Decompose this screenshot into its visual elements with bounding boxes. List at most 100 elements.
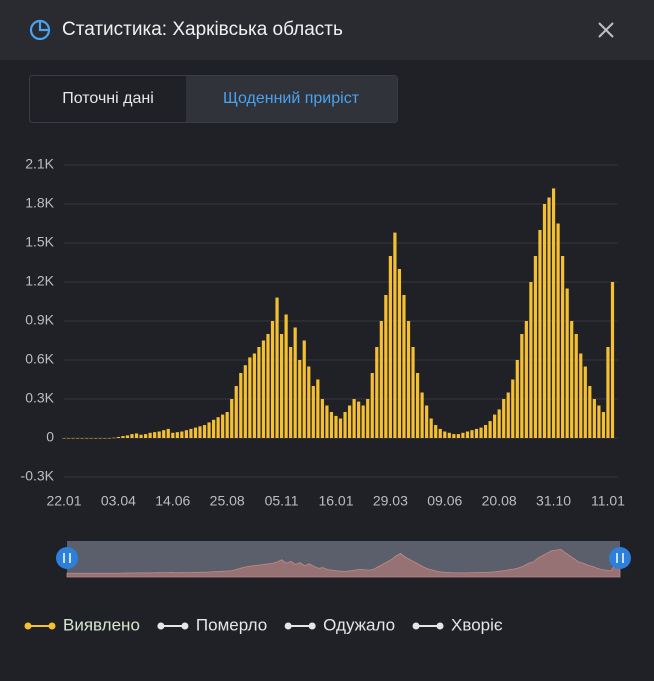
legend-label: Виявлено bbox=[63, 615, 140, 634]
bar bbox=[211, 419, 216, 438]
bar bbox=[98, 438, 102, 439]
bar bbox=[597, 405, 601, 438]
bar bbox=[443, 431, 447, 438]
header-icon bbox=[29, 19, 51, 41]
bar bbox=[311, 386, 315, 438]
bar bbox=[529, 282, 533, 438]
bar bbox=[447, 432, 451, 438]
bar bbox=[406, 321, 411, 438]
bar bbox=[193, 427, 198, 438]
bar bbox=[175, 432, 179, 438]
x-tick-label: 16.01 bbox=[318, 493, 353, 509]
close-button[interactable] bbox=[598, 22, 614, 38]
y-tick-label: 0 bbox=[46, 429, 54, 445]
bar bbox=[257, 347, 261, 438]
bar bbox=[583, 366, 587, 438]
bar bbox=[62, 438, 66, 439]
bar bbox=[338, 418, 343, 438]
bar bbox=[320, 399, 324, 438]
bar bbox=[171, 432, 175, 438]
bar bbox=[533, 256, 538, 438]
y-tick-label: 0.3K bbox=[25, 390, 54, 406]
bar bbox=[270, 321, 275, 438]
legend-dot bbox=[308, 622, 316, 630]
bar bbox=[506, 392, 510, 438]
bar bbox=[411, 347, 415, 438]
x-tick-label: 31.10 bbox=[536, 493, 571, 509]
bar bbox=[551, 188, 556, 438]
bar bbox=[547, 197, 551, 438]
bar bbox=[420, 392, 424, 438]
bar bbox=[347, 405, 352, 438]
bar bbox=[465, 431, 470, 438]
bar bbox=[470, 430, 474, 438]
bar bbox=[379, 321, 383, 438]
bar bbox=[366, 399, 370, 438]
legend-label: Хворіє bbox=[451, 615, 503, 634]
bar bbox=[425, 405, 429, 438]
legend-dot bbox=[284, 622, 292, 630]
bar bbox=[574, 334, 578, 438]
bar bbox=[89, 438, 93, 439]
bar bbox=[239, 373, 243, 438]
bar bbox=[103, 438, 107, 439]
bar bbox=[289, 347, 293, 438]
bar bbox=[75, 438, 80, 439]
bar bbox=[511, 379, 515, 438]
bar bbox=[329, 412, 334, 438]
legend-dot bbox=[181, 622, 189, 630]
navigator-area bbox=[66, 548, 621, 578]
bar bbox=[307, 366, 311, 438]
bar bbox=[107, 438, 111, 439]
legend-item[interactable]: Виявлено bbox=[24, 615, 140, 634]
y-tick-label: 0.6K bbox=[25, 351, 54, 367]
bar bbox=[162, 430, 166, 438]
legend-item[interactable]: Померло bbox=[157, 615, 267, 634]
bar bbox=[570, 321, 574, 438]
legend-dot bbox=[412, 622, 420, 630]
legend-dot bbox=[48, 622, 56, 630]
bar bbox=[561, 256, 565, 438]
bar bbox=[479, 427, 483, 438]
legend-dot bbox=[24, 622, 32, 630]
bar bbox=[474, 428, 479, 438]
bar bbox=[579, 353, 583, 438]
x-tick-label: 03.04 bbox=[101, 493, 136, 509]
bar bbox=[284, 314, 288, 438]
bar bbox=[497, 409, 501, 438]
legend-item[interactable]: Хворіє bbox=[412, 615, 503, 634]
bar bbox=[402, 295, 406, 438]
bar bbox=[461, 432, 465, 438]
bar bbox=[375, 347, 379, 438]
bar bbox=[515, 360, 519, 438]
x-tick-label: 29.03 bbox=[373, 493, 408, 509]
bar bbox=[483, 425, 488, 438]
bar bbox=[202, 425, 207, 438]
legend-dot bbox=[157, 622, 165, 630]
bar bbox=[139, 434, 143, 438]
bar bbox=[538, 230, 542, 438]
tab-active-bg bbox=[186, 76, 397, 122]
bar bbox=[125, 435, 130, 438]
tab[interactable]: Щоденний приріст bbox=[223, 90, 360, 107]
bar bbox=[225, 412, 229, 438]
legend-item[interactable]: Одужало bbox=[284, 615, 395, 634]
bar bbox=[370, 373, 374, 438]
bar bbox=[184, 430, 188, 438]
bar bbox=[266, 334, 270, 438]
x-tick-label: 25.08 bbox=[210, 493, 245, 509]
tab[interactable]: Поточні дані bbox=[62, 90, 154, 107]
bar bbox=[207, 422, 211, 438]
legend-label: Померло bbox=[196, 615, 267, 634]
bar bbox=[434, 425, 438, 438]
bar bbox=[334, 415, 338, 438]
bar bbox=[66, 438, 71, 439]
bar bbox=[166, 428, 170, 438]
navigator-handle[interactable] bbox=[56, 547, 78, 569]
bar bbox=[221, 414, 225, 438]
bar bbox=[71, 438, 75, 439]
bar bbox=[397, 269, 402, 438]
navigator-handle[interactable] bbox=[609, 547, 631, 569]
